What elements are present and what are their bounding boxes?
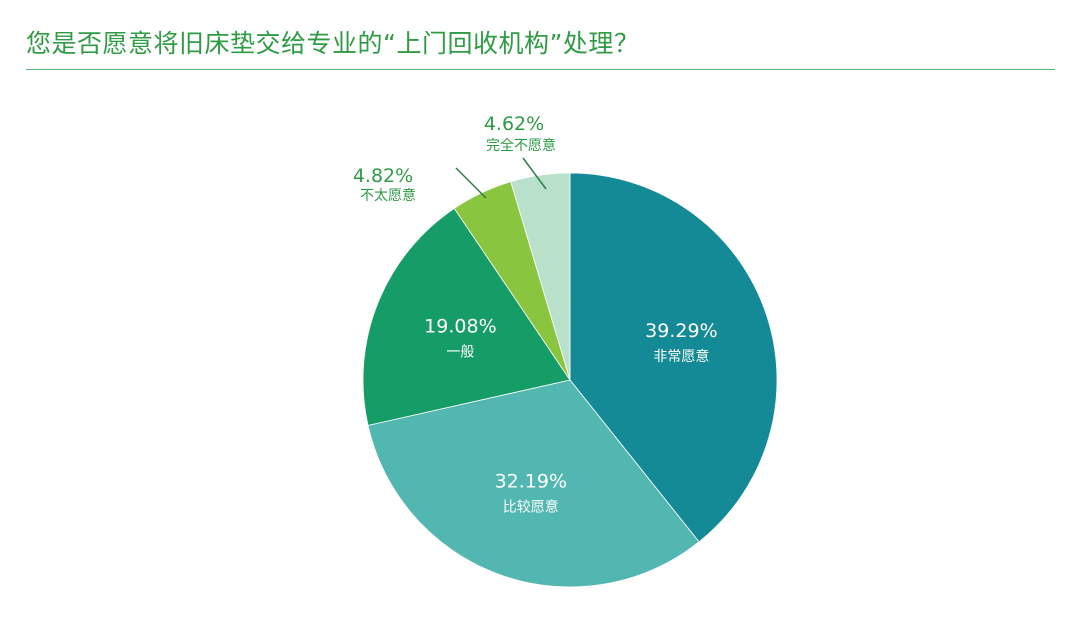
- slice-category-label: 比较愿意: [503, 498, 559, 515]
- slice-percent-label: 4.82%: [353, 165, 413, 187]
- pie-slice: [362, 207, 571, 426]
- leader-line: [455, 167, 487, 199]
- slice-category-label: 不太愿意: [360, 187, 416, 204]
- slice-category-label: 非常愿意: [653, 348, 709, 365]
- slice-percent-label: 4.62%: [484, 113, 544, 135]
- pie-slice: [569, 172, 778, 543]
- slice-category-label: 一般: [446, 344, 474, 360]
- pie-slice: [510, 172, 571, 381]
- title-divider: [26, 69, 1055, 70]
- slice-percent-label: 32.19%: [495, 470, 567, 492]
- slice-percent-label: 19.08%: [424, 315, 496, 337]
- leader-line: [522, 157, 547, 190]
- slice-percent-label: 39.29%: [645, 320, 717, 342]
- slice-category-label: 完全不愿意: [486, 137, 556, 154]
- pie-slice: [367, 379, 700, 588]
- chart-title: 您是否愿意将旧床垫交给专业的“上门回收机构”处理？: [26, 29, 640, 58]
